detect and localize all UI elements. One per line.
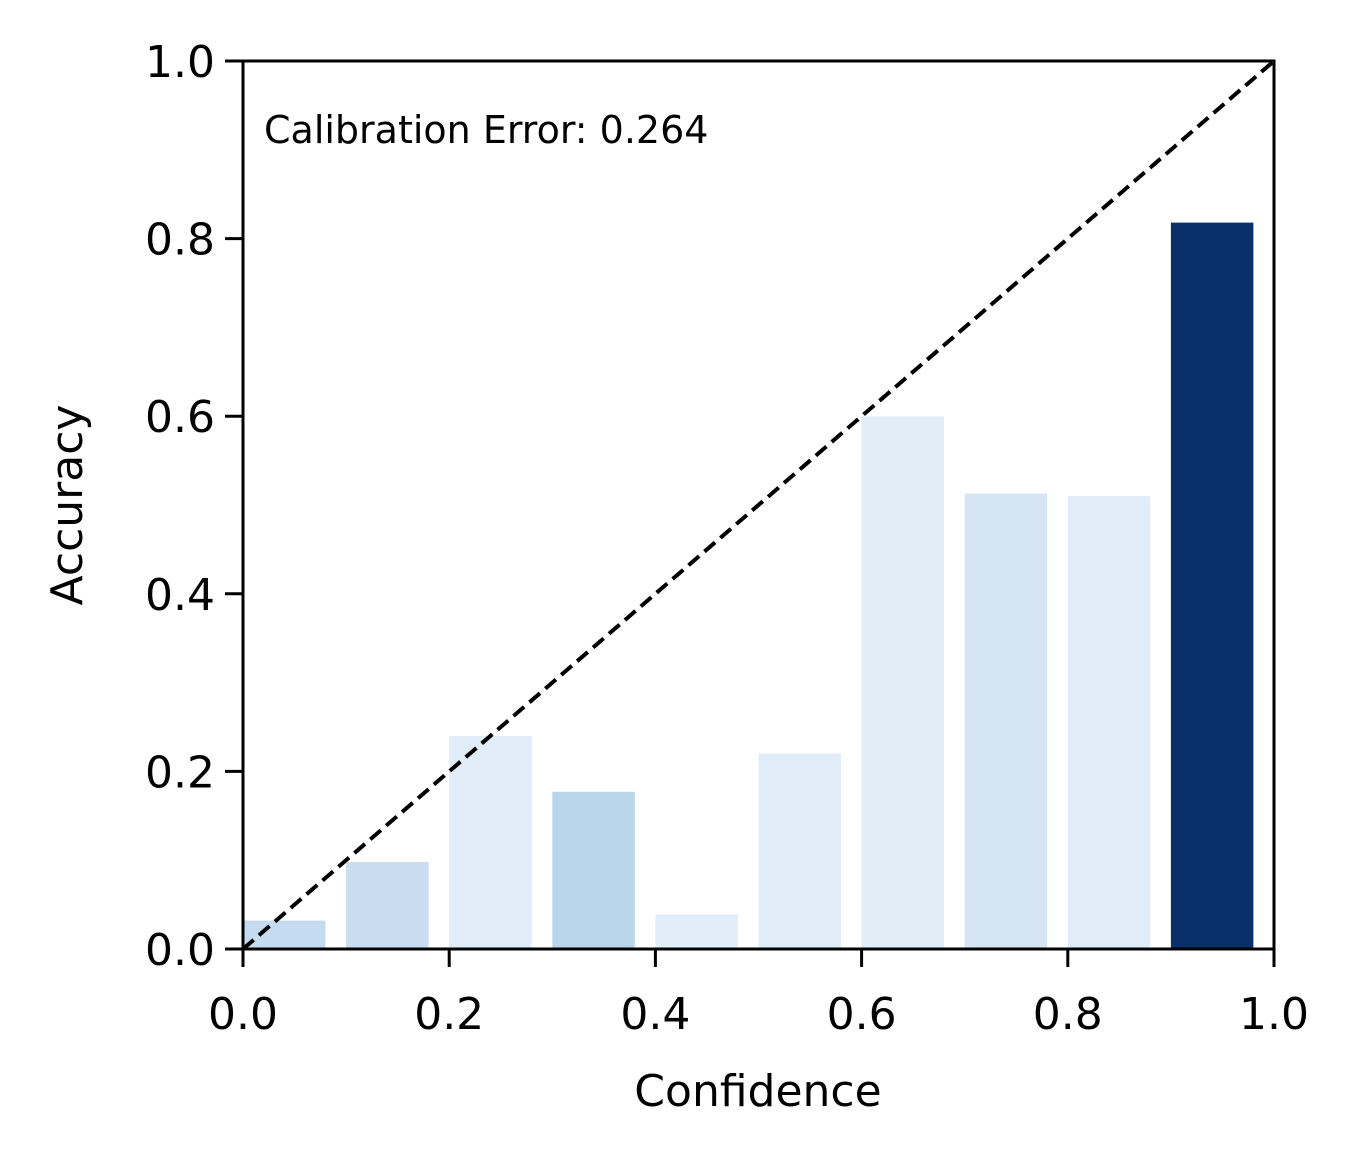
y-tick-label-0: 0.0 [145, 925, 215, 976]
bar-bin-3 [552, 791, 635, 949]
perfect-calibration-line [241, 59, 1276, 951]
calibration-error-annotation: Calibration Error: 0.264 [264, 108, 708, 152]
y-tick-label-3: 0.6 [145, 392, 215, 443]
bar-bin-8 [1067, 496, 1151, 949]
bar-bin-5 [758, 753, 841, 949]
plot-frame [241, 59, 1276, 951]
bar-bin-9 [1170, 222, 1254, 950]
x-tick-label-1: 0.2 [414, 989, 484, 1040]
ticks-layer: 0.0 0.2 0.4 0.6 0.8 1.0 0.0 0.2 0.4 0.6 0.8 1.0 [145, 37, 1309, 1040]
x-tick-label-4: 0.8 [1033, 989, 1103, 1040]
x-tick-label-5: 1.0 [1239, 989, 1309, 1040]
bar-bin-4 [655, 914, 738, 949]
y-tick-label-5: 1.0 [145, 37, 215, 88]
x-tick-label-0: 0.0 [208, 989, 278, 1040]
x-tick-label-2: 0.4 [620, 989, 690, 1040]
bar-bin-1 [346, 861, 429, 949]
bar-bin-0 [243, 920, 326, 949]
x-axis-title: Confidence [634, 1066, 881, 1117]
bars-layer [243, 222, 1254, 950]
reference-line-layer [241, 59, 1276, 951]
x-tick-label-3: 0.6 [827, 989, 897, 1040]
y-tick-label-2: 0.4 [145, 570, 215, 621]
bar-bin-6 [861, 416, 945, 949]
y-tick-label-4: 0.8 [145, 215, 215, 266]
y-axis-title: Accuracy [42, 405, 93, 606]
bar-bin-7 [964, 493, 1048, 949]
bar-bin-2 [449, 735, 532, 949]
axes-layer [241, 59, 1276, 951]
y-tick-label-1: 0.2 [145, 747, 215, 798]
